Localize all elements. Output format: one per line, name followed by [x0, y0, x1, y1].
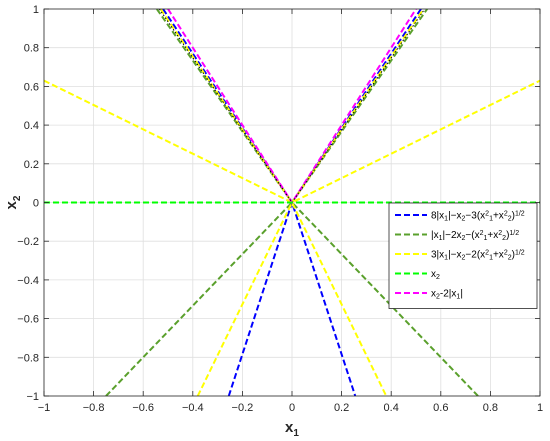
legend-text-part: ) — [506, 230, 509, 241]
y-tick-label: −0.4 — [17, 275, 39, 287]
x-tick-label: 0.2 — [334, 402, 349, 414]
y-tick-label: −0.6 — [17, 314, 39, 326]
legend-text-part: ) — [512, 211, 515, 222]
legend-text-part: 1 — [489, 215, 493, 222]
legend-text-part: 1 — [444, 254, 448, 261]
y-axis-label-base: x — [3, 200, 20, 209]
x-tick-label: 0.6 — [433, 402, 448, 414]
legend-text-part: +x — [493, 211, 504, 222]
legend-text-part: 1/2 — [515, 250, 525, 257]
y-tick-label: 0 — [33, 198, 39, 210]
legend-text-part: 3|x — [431, 250, 444, 261]
legend-text-part: 2 — [498, 230, 502, 237]
legend-text-part: 8|x — [431, 211, 444, 222]
legend-text-part: |−x — [448, 250, 461, 261]
x-axis-label: x1 — [285, 419, 299, 439]
legend-text-part: |−2x — [443, 230, 462, 241]
legend-text-part: 2 — [436, 293, 440, 300]
legend-text-part: ) — [512, 250, 515, 261]
x-tick-label: −0.6 — [132, 402, 154, 414]
legend-text-part: −(x — [465, 230, 479, 241]
legend: 8|x1|−x2−3(x21+x22)1/2|x1|−2x2−(x21+x22)… — [388, 202, 538, 309]
series-line-3 — [44, 79, 540, 204]
x-axis-label-base: x — [285, 419, 294, 436]
series-line-3 — [159, 9, 425, 205]
y-tick-label: −0.2 — [17, 236, 39, 248]
y-tick-label: −1 — [26, 391, 39, 403]
y-tick-label: −0.8 — [17, 352, 39, 364]
x-tick-label: −0.2 — [232, 402, 254, 414]
legend-text-part: 1/2 — [509, 230, 519, 237]
legend-text-part: 2 — [508, 215, 512, 222]
y-tick-label: 0.2 — [24, 159, 39, 171]
legend-entry: |x1|−2x2−(x21+x22)1/2 — [431, 230, 519, 242]
legend-text-part: 1 — [439, 235, 443, 242]
ticks: −1 −0.8 −0.6 −0.4 −0.2 0 0.2 0.4 0.6 0.8 1 −1 −0.8 −0… — [17, 4, 543, 414]
legend-text-part: −2(x — [465, 250, 485, 261]
legend-entry: 8|x1|−x2−3(x21+x22)1/2 — [431, 211, 525, 223]
x-tick-label: 0 — [289, 402, 295, 414]
legend-text-part: 2 — [485, 250, 489, 257]
y-axis-label-sub: 2 — [12, 195, 23, 201]
legend-text-part: 2 — [502, 235, 506, 242]
legend-text-part: 2 — [436, 274, 440, 281]
x-tick-label: 1 — [537, 402, 543, 414]
legend-text-part: +x — [487, 230, 498, 241]
legend-text-part: x — [431, 289, 436, 300]
y-tick-label: 0.6 — [24, 81, 39, 93]
legend-box — [388, 202, 538, 309]
y-tick-label: 0.4 — [24, 120, 39, 132]
x-tick-label: −1 — [38, 402, 51, 414]
legend-text-part: 2 — [462, 235, 466, 242]
x-tick-label: −0.4 — [182, 402, 204, 414]
legend-text-part: 1/2 — [515, 211, 525, 218]
legend-text-part: 1 — [444, 215, 448, 222]
legend-text-part: 2 — [462, 215, 466, 222]
legend-text-part: 1 — [489, 254, 493, 261]
x-tick-label: −0.8 — [83, 402, 105, 414]
legend-text-part: 2 — [480, 230, 484, 237]
legend-text-part: 1 — [484, 235, 488, 242]
series-layer — [44, 9, 540, 396]
legend-text-part: 2 — [508, 254, 512, 261]
legend-text-part: x — [431, 269, 436, 280]
legend-entry: x2 — [431, 269, 440, 281]
legend-text-part: 2 — [504, 250, 508, 257]
x-tick-label: 0.8 — [483, 402, 498, 414]
legend-entry: 3|x1|−x2−2(x21+x22)1/2 — [431, 250, 525, 262]
legend-text-part: |−x — [448, 211, 461, 222]
legend-text-part: 2 — [485, 211, 489, 218]
legend-text-part: +x — [493, 250, 504, 261]
legend-text-part: 2 — [504, 211, 508, 218]
y-tick-label: 1 — [33, 4, 39, 16]
legend-text-part: 1 — [456, 293, 460, 300]
legend-entry: x2-2|x1| — [431, 289, 463, 301]
x-axis-label-sub: 1 — [293, 428, 299, 439]
legend-text-part: | — [460, 289, 463, 300]
legend-text-part: -2|x — [440, 289, 457, 300]
x-tick-label: 0.4 — [384, 402, 399, 414]
series-line-1 — [162, 9, 422, 205]
y-axis-label: x2 — [3, 195, 23, 209]
legend-text-part: 2 — [462, 254, 466, 261]
legend-text-part: −3(x — [465, 211, 485, 222]
legend-text-part: |x — [431, 230, 439, 241]
y-tick-label: 0.8 — [24, 43, 39, 55]
